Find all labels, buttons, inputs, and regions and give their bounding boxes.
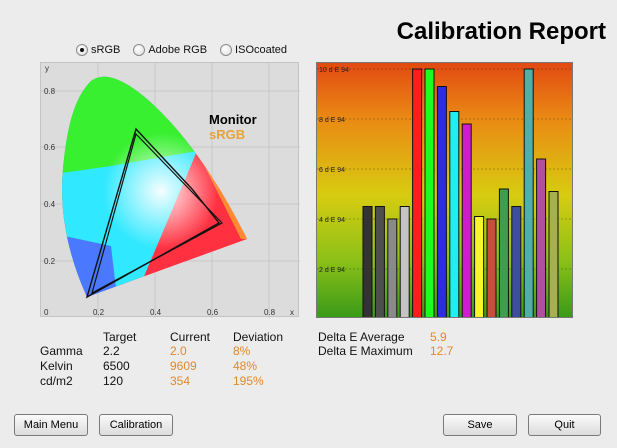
delta-e-maximum-label: Delta E Maximum xyxy=(318,344,413,358)
delta-e-bar xyxy=(511,206,522,317)
delta-e-average-label: Delta E Average xyxy=(318,330,405,344)
row-kelvin-current: 9609 xyxy=(170,359,197,373)
save-button[interactable]: Save xyxy=(443,414,517,436)
cie-y-tick-0.4: 0.4 xyxy=(44,200,56,209)
delta-e-bar xyxy=(498,188,509,317)
delta-e-bars-svg: 2 d E 94 4 d E 94 6 d E 94 8 d E 94 10 d E 9… xyxy=(317,67,572,317)
delta-e-bar xyxy=(362,206,373,317)
legend-srgb: sRGB xyxy=(209,127,246,142)
radio-adobe-rgb[interactable]: Adobe RGB xyxy=(133,44,207,56)
cie-x-tick-0.6: 0.6 xyxy=(207,308,219,317)
radio-srgb[interactable]: sRGB xyxy=(76,44,120,56)
cie-x-tick-0.8: 0.8 xyxy=(264,308,276,317)
delta-e-bar xyxy=(486,218,497,317)
monitor-gamut xyxy=(85,127,221,299)
cie-x-tick-0.4: 0.4 xyxy=(150,308,162,317)
row-luminance-target: 120 xyxy=(103,374,124,388)
cie-y-tick-0.2: 0.2 xyxy=(44,257,56,266)
radio-isocoated[interactable]: ISOcoated xyxy=(220,44,287,56)
color-space-selector: sRGB Adobe RGB ISOcoated xyxy=(76,44,287,56)
delta-e-average-value: 5.9 xyxy=(430,330,447,344)
delta-e-y-tick-label: 10 d E 94 xyxy=(319,67,349,74)
report-title: Calibration Report xyxy=(396,18,606,45)
row-luminance-label: cd/m2 xyxy=(40,374,73,388)
main-menu-button[interactable]: Main Menu xyxy=(14,414,88,436)
delta-e-bar xyxy=(374,206,385,317)
header-current: Current xyxy=(170,330,211,344)
header-target: Target xyxy=(103,330,137,344)
cie-x-tick-0.2: 0.2 xyxy=(93,308,105,317)
quit-button[interactable]: Quit xyxy=(528,414,601,436)
radio-isocoated-circle[interactable] xyxy=(220,44,233,56)
delta-e-bar xyxy=(399,206,410,317)
delta-e-maximum-value: 12.7 xyxy=(430,344,454,358)
cie-chromaticity-diagram: y x 0 0.8 0.6 0.4 0.2 0.2 0.4 0.6 0.8 xyxy=(40,62,300,318)
radio-adobe-rgb-label[interactable]: Adobe RGB xyxy=(148,44,208,56)
cie-y-tick-0.6: 0.6 xyxy=(44,143,56,152)
radio-isocoated-label[interactable]: ISOcoated xyxy=(235,44,288,56)
delta-e-bar xyxy=(412,68,423,317)
header-deviation: Deviation xyxy=(233,330,284,344)
delta-e-y-tick-label: 4 d E 94 xyxy=(319,217,345,224)
row-kelvin-deviation: 48% xyxy=(233,359,258,373)
srgb-gamut xyxy=(91,132,223,295)
calibration-button[interactable]: Calibration xyxy=(99,414,173,436)
radio-adobe-rgb-circle[interactable] xyxy=(133,44,146,56)
legend-monitor: Monitor xyxy=(209,112,257,127)
delta-e-bar xyxy=(536,158,547,317)
delta-e-bar xyxy=(436,86,447,317)
row-gamma-deviation: 8% xyxy=(233,344,251,358)
row-gamma-target: 2.2 xyxy=(103,344,120,358)
delta-e-y-tick-label: 2 d E 94 xyxy=(319,267,345,274)
cie-x-axis-label: x xyxy=(290,308,294,317)
delta-e-bar xyxy=(449,111,460,317)
row-gamma-label: Gamma xyxy=(40,344,83,358)
delta-e-bar xyxy=(523,68,534,317)
cie-y-axis-label: y xyxy=(45,64,49,73)
radio-srgb-label[interactable]: sRGB xyxy=(91,44,121,56)
delta-e-bar xyxy=(474,216,485,317)
row-kelvin-label: Kelvin xyxy=(40,359,73,373)
cie-horseshoe xyxy=(62,76,247,297)
cie-y-tick-0.8: 0.8 xyxy=(44,87,56,96)
delta-e-bar xyxy=(424,68,435,317)
delta-e-bar xyxy=(387,218,398,317)
cie-origin-label: 0 xyxy=(44,308,49,317)
delta-e-y-tick-label: 6 d E 94 xyxy=(319,167,345,174)
row-luminance-deviation: 195% xyxy=(233,374,264,388)
row-kelvin-target: 6500 xyxy=(103,359,130,373)
delta-e-bar xyxy=(548,191,559,317)
radio-srgb-circle[interactable] xyxy=(76,44,88,56)
row-gamma-current: 2.0 xyxy=(170,344,187,358)
delta-e-bar-chart: 2 d E 94 4 d E 94 6 d E 94 8 d E 94 10 d E 9… xyxy=(316,62,573,318)
delta-e-y-tick-label: 8 d E 94 xyxy=(319,117,345,124)
delta-e-bar xyxy=(461,123,472,317)
row-luminance-current: 354 xyxy=(170,374,191,388)
